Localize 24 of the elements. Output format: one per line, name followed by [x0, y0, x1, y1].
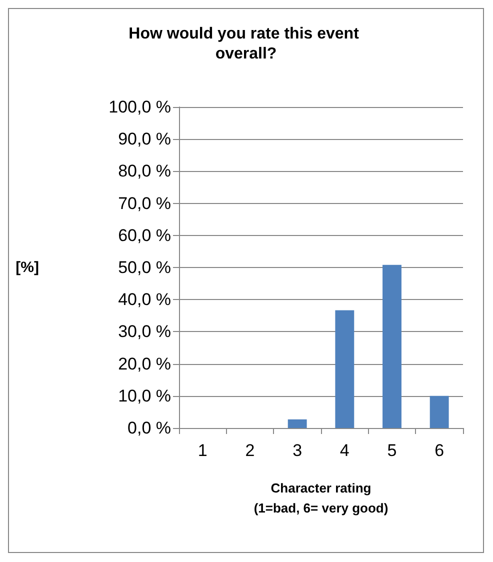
x-tick-label: 5: [387, 441, 397, 460]
y-tick-label: 40,0 %: [118, 290, 171, 310]
x-tick-label: 6: [434, 441, 444, 460]
y-tick-label: 20,0 %: [118, 354, 171, 374]
y-tick-label: 100,0 %: [108, 98, 171, 116]
bar: [288, 419, 307, 428]
y-axis-title: [%]: [16, 259, 40, 276]
x-tick-label: 2: [245, 441, 255, 460]
bar: [335, 310, 354, 428]
y-tick-label: 80,0 %: [118, 162, 171, 181]
x-tick-label: 1: [198, 441, 208, 460]
y-tick-label: 10,0 %: [118, 386, 171, 406]
y-tick-label: 90,0 %: [118, 130, 171, 149]
y-tick-label: 30,0 %: [118, 322, 171, 342]
bar: [430, 396, 449, 428]
bar: [382, 264, 402, 428]
chart-title: How would you rate this event overall?: [128, 26, 364, 62]
x-axis-title: Character rating (1=bad, 6= very good): [254, 480, 388, 516]
y-tick-label: 0,0 %: [128, 418, 171, 438]
y-tick-label: 50,0 %: [118, 258, 171, 277]
y-tick-label: 70,0 %: [118, 194, 171, 213]
x-tick-label: 4: [340, 441, 350, 460]
x-tick-label: 3: [292, 441, 302, 460]
y-tick-label: 60,0 %: [118, 226, 171, 245]
